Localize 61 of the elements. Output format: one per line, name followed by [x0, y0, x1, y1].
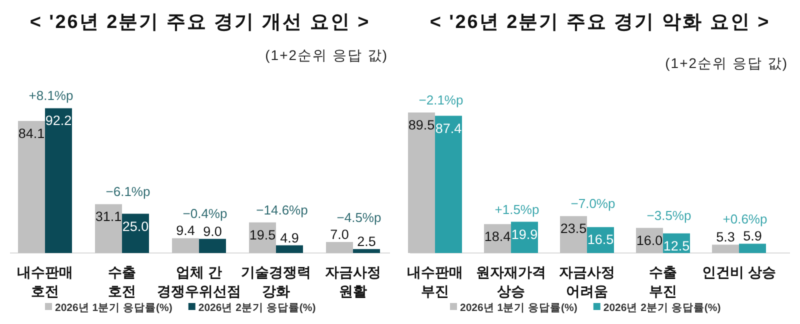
x-tick-label: 인건비 상승 — [702, 264, 776, 280]
annotation: +0.6%p — [722, 212, 768, 227]
data-label: 9.4 — [176, 223, 196, 238]
x-tick-label: 수출 호전 — [108, 264, 136, 299]
bar — [45, 108, 72, 253]
data-label: 9.0 — [203, 224, 222, 239]
x-tick-label: 내수판매 호전 — [17, 264, 73, 299]
data-label: 16.5 — [587, 232, 614, 248]
bar — [712, 244, 739, 253]
annotation: −7.0%p — [570, 196, 616, 212]
legend-label: 2026년 2분기 응답률(%) — [198, 302, 316, 314]
data-label: 16.0 — [636, 232, 663, 248]
data-label: 19.5 — [249, 227, 276, 242]
x-tick-label: 원자재가격 상승 — [476, 264, 546, 299]
chart-title: < '26년 2분기 주요 경기 개선 요인 > — [30, 12, 370, 33]
annotation: −14.6%p — [256, 202, 308, 218]
bar — [560, 216, 587, 253]
data-label: 5.9 — [743, 228, 762, 244]
bar — [276, 245, 303, 253]
bar — [199, 238, 226, 253]
annotation: −6.1%p — [106, 184, 150, 200]
bar — [326, 242, 353, 253]
annotation: −2.1%p — [418, 92, 464, 108]
data-label: 87.4 — [435, 120, 462, 136]
data-label: 18.4 — [484, 229, 512, 244]
bar — [18, 120, 45, 253]
bar — [95, 204, 122, 253]
legend-label: 2026년 1분기 응답률(%) — [460, 302, 578, 314]
bar — [172, 238, 199, 253]
data-label: 5.3 — [716, 230, 735, 245]
x-tick-label: 수출 부진 — [649, 264, 677, 299]
chart-title: < '26년 2분기 주요 경기 악화 요인 > — [430, 12, 770, 33]
bar — [739, 244, 766, 253]
data-label: 12.5 — [663, 238, 690, 254]
bar — [408, 112, 435, 253]
annotation: +8.1%p — [28, 88, 74, 104]
x-tick-label: 업체 간 경쟁우위선점 — [157, 264, 241, 299]
data-label: 84.1 — [18, 126, 45, 141]
chart-subtitle: (1+2순위 응답 값) — [665, 55, 788, 71]
chart-subtitle: (1+2순위 응답 값) — [265, 47, 388, 63]
x-tick-label: 기술경쟁력 강화 — [241, 264, 311, 299]
x-tick-label: 내수판매 부진 — [407, 264, 463, 299]
data-label: 25.0 — [122, 218, 149, 234]
legend-label: 2026년 1분기 응답률(%) — [55, 302, 172, 314]
data-label: 92.2 — [45, 113, 72, 128]
annotation: −0.4%p — [182, 206, 228, 222]
data-label: 31.1 — [95, 209, 122, 224]
legend-label: 2026년 2분기 응답률(%) — [603, 302, 721, 314]
annotation: −4.5%p — [336, 210, 382, 226]
data-label: 7.0 — [330, 227, 349, 242]
bar — [435, 116, 462, 253]
x-tick-label: 자금사정 원활 — [325, 264, 381, 299]
data-label: 19.9 — [511, 226, 538, 242]
x-tick-label: 자금사정 어려움 — [559, 264, 615, 299]
bar — [353, 249, 380, 253]
data-label: 2.5 — [357, 234, 376, 250]
data-label: 23.5 — [560, 221, 587, 236]
data-label: 4.9 — [280, 230, 299, 246]
data-label: 89.5 — [408, 117, 435, 132]
annotation: +1.5%p — [494, 202, 540, 217]
annotation: −3.5%p — [646, 208, 692, 223]
